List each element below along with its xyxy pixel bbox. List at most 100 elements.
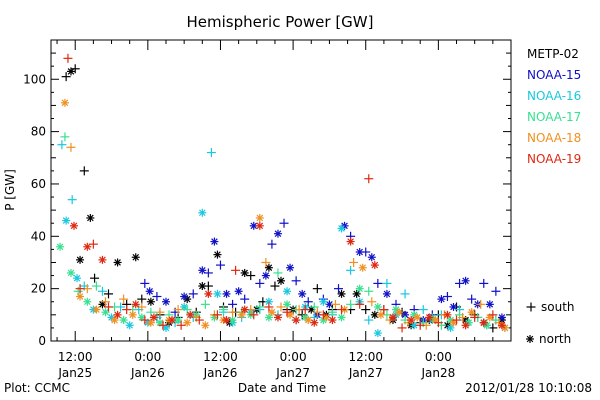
data-point-noaa-18 [237, 310, 246, 319]
data-point-metp-02 [240, 268, 249, 277]
x-tick-date-label: Jan25 [57, 366, 92, 380]
data-point-noaa-16 [346, 265, 356, 275]
data-point-metp-02 [90, 273, 100, 283]
data-point-metp-02 [198, 282, 207, 291]
data-point-metp-02 [104, 289, 113, 299]
data-point-noaa-19 [318, 310, 328, 320]
data-points [56, 53, 509, 338]
data-point-noaa-19 [168, 316, 177, 325]
data-point-noaa-17 [273, 268, 283, 278]
data-point-noaa-17 [91, 281, 101, 291]
data-point-metp-02 [66, 67, 75, 76]
data-point-noaa-17 [327, 307, 337, 317]
y-tick-label: 40 [31, 229, 46, 243]
data-point-noaa-18 [201, 321, 210, 330]
data-point-noaa-19 [292, 316, 301, 325]
data-point-noaa-18 [312, 307, 322, 317]
data-point-noaa-16 [319, 297, 328, 306]
data-point-noaa-16 [364, 315, 374, 325]
data-point-metp-02 [70, 64, 80, 74]
data-point-noaa-18 [467, 308, 476, 317]
x-axis-label: Date and Time [238, 381, 326, 395]
data-point-noaa-15 [401, 310, 410, 319]
data-point-noaa-17 [66, 268, 75, 277]
data-point-noaa-19 [488, 310, 498, 320]
y-tick-label: 100 [23, 72, 46, 86]
data-point-noaa-18 [128, 310, 137, 319]
data-point-noaa-15 [334, 284, 343, 294]
south-marker-label: south [541, 300, 575, 314]
x-tick-time-label: 12:00 [203, 350, 238, 364]
data-point-noaa-17 [355, 284, 364, 293]
data-point-metp-02 [79, 166, 89, 176]
data-point-noaa-19 [83, 242, 92, 251]
data-point-noaa-19 [122, 305, 132, 315]
data-point-noaa-15 [228, 299, 238, 309]
x-tick-date-label: Jan27 [275, 366, 310, 380]
data-point-noaa-18 [458, 312, 468, 322]
y-tick-label: 80 [31, 125, 46, 139]
data-point-noaa-15 [449, 302, 458, 311]
plot-frame [50, 39, 512, 342]
data-point-noaa-18 [330, 299, 340, 309]
legend-entry: NOAA-15 [527, 68, 581, 82]
legend-entry: NOAA-18 [527, 131, 581, 145]
data-point-noaa-16 [213, 289, 222, 298]
data-point-noaa-18 [304, 316, 313, 325]
data-point-noaa-19 [140, 315, 150, 325]
x-tick-date-label: Jan27 [348, 366, 383, 380]
data-point-metp-02 [312, 284, 322, 294]
data-point-metp-02 [86, 213, 95, 222]
legend-entry: METP-02 [527, 47, 579, 61]
data-point-noaa-19 [282, 307, 292, 317]
x-axis: 12:00 Jan25 0:00 Jan26 12:00 Jan26 0:00 Jan27 12… [56, 40, 512, 380]
data-point-noaa-15 [437, 295, 446, 304]
data-point-noaa-16 [206, 148, 216, 158]
data-point-noaa-15 [240, 294, 250, 304]
data-point-noaa-19 [131, 300, 140, 309]
data-point-noaa-19 [425, 313, 434, 322]
data-point-metp-02 [246, 271, 256, 281]
data-point-noaa-19 [204, 289, 213, 298]
x-tick-time-label: 0:00 [280, 350, 307, 364]
data-point-metp-02 [270, 281, 280, 291]
data-point-metp-02 [213, 250, 222, 259]
data-point-noaa-18 [255, 213, 264, 222]
data-point-noaa-19 [328, 316, 337, 325]
data-point-noaa-18 [358, 263, 367, 272]
data-point-metp-02 [137, 294, 147, 304]
data-point-noaa-16 [337, 224, 346, 233]
x-tick-time-label: 12:00 [348, 350, 383, 364]
data-point-noaa-17 [346, 299, 356, 309]
north-marker-label: north [539, 332, 571, 346]
data-point-noaa-19 [415, 320, 425, 330]
data-point-noaa-19 [479, 318, 488, 327]
data-point-noaa-19 [104, 302, 113, 312]
data-point-noaa-19 [240, 305, 249, 314]
data-point-noaa-16 [198, 208, 207, 217]
data-point-noaa-16 [382, 278, 392, 288]
data-point-noaa-18 [413, 313, 422, 322]
data-point-noaa-17 [228, 316, 237, 325]
data-point-noaa-17 [283, 300, 292, 309]
data-point-noaa-19 [379, 305, 389, 315]
data-point-noaa-15 [367, 253, 376, 262]
data-point-noaa-17 [309, 302, 319, 312]
data-point-noaa-16 [73, 274, 82, 283]
data-point-noaa-18 [349, 257, 359, 267]
north-marker-symbol [526, 335, 534, 343]
data-point-noaa-15 [373, 278, 383, 288]
data-point-noaa-19 [497, 321, 506, 330]
data-point-noaa-15 [152, 292, 162, 302]
data-point-noaa-19 [407, 316, 416, 325]
data-point-noaa-18 [367, 297, 377, 307]
data-point-noaa-19 [355, 299, 365, 309]
x-tick-time-label: 0:00 [425, 350, 452, 364]
data-point-noaa-16 [125, 321, 134, 330]
data-point-noaa-15 [273, 229, 282, 238]
data-point-noaa-19 [470, 312, 480, 322]
data-point-noaa-15 [162, 297, 170, 306]
x-tick-date-label: Jan26 [130, 366, 165, 380]
data-point-noaa-19 [212, 310, 222, 320]
data-point-noaa-15 [279, 218, 289, 228]
